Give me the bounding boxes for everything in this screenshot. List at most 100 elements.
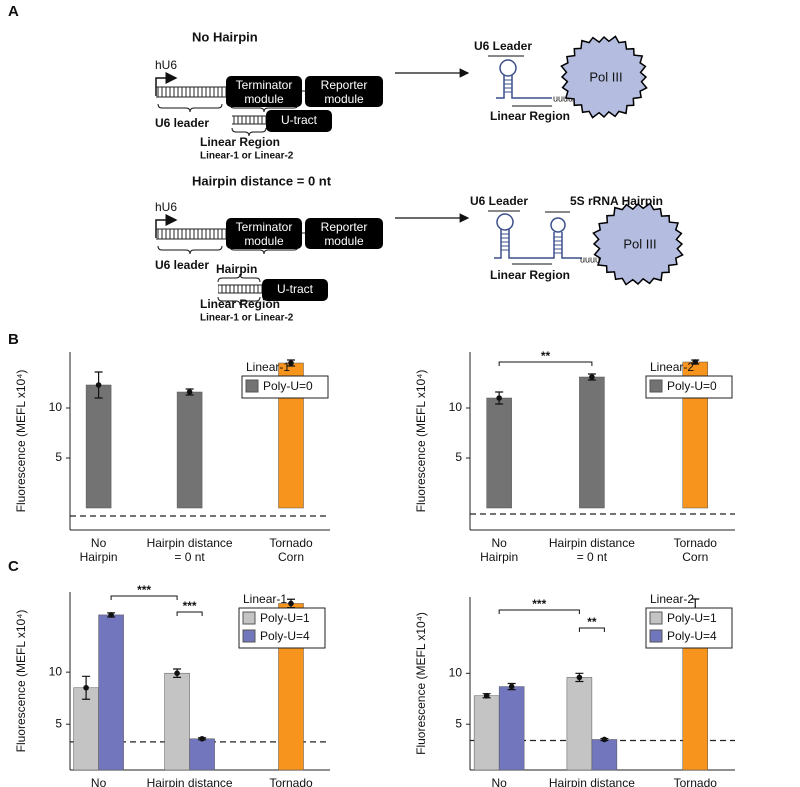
x-tick-label: No Hairpin <box>90 776 107 787</box>
dna-hatch <box>218 285 262 293</box>
promoter-label: hU6 <box>155 58 177 72</box>
mean-dot <box>95 382 102 388</box>
bar <box>473 695 500 771</box>
mean-dot <box>288 360 294 366</box>
rna-rungs <box>504 79 552 99</box>
x-tick-label: Hairpin distance = 0 nt <box>146 776 233 787</box>
bar <box>98 614 124 771</box>
mean-dot <box>83 684 89 691</box>
terminator-box <box>226 218 302 249</box>
mean-dot <box>174 670 180 676</box>
bar <box>566 677 593 771</box>
panel-label: C <box>8 558 19 575</box>
leader-label: U6 leader <box>155 116 209 130</box>
dna-hatch <box>232 116 266 124</box>
linear-options: Linear-1 or Linear-2 <box>200 313 294 324</box>
brace <box>157 245 223 255</box>
brace <box>229 103 299 113</box>
reporter-box <box>305 218 383 249</box>
rna-leader-label: U6 Leader <box>470 194 528 208</box>
bar <box>164 672 190 771</box>
legend-title: Linear-2 <box>650 360 694 374</box>
linear-options: Linear-1 or Linear-2 <box>200 151 294 162</box>
bar <box>85 384 112 509</box>
mean-dot <box>496 395 502 401</box>
pol-iii-shape <box>560 35 648 119</box>
legend-title: Linear-1 <box>243 592 287 606</box>
brace <box>217 273 261 283</box>
polymerase-label: Pol III <box>623 236 656 251</box>
u-tract-label: U-tract <box>281 113 318 127</box>
panel-label: A <box>8 3 19 20</box>
rna-rungs <box>501 233 562 254</box>
y-tick-label: 10 <box>49 664 63 678</box>
legend-swatch <box>245 379 259 393</box>
legend-label: Poly-U=1 <box>667 611 717 625</box>
diagram-title: Hairpin distance = 0 nt <box>192 173 332 188</box>
terminator-label: Terminator module <box>235 78 293 106</box>
legend-swatch <box>242 611 256 625</box>
hairpin-label: Hairpin <box>216 262 257 276</box>
brace <box>231 127 267 137</box>
mean-dot <box>483 692 490 699</box>
y-tick-label: 5 <box>55 716 62 730</box>
brace <box>157 103 223 113</box>
legend-label: Poly-U=1 <box>260 611 310 625</box>
significance-bracket <box>176 611 203 616</box>
x-tick-label: Tornado Corn <box>673 776 717 787</box>
legend-swatch <box>649 629 663 643</box>
y-tick-label: 10 <box>449 400 463 414</box>
dna-hatch <box>156 229 226 239</box>
u-tract-box <box>266 110 332 132</box>
bar <box>73 687 99 771</box>
legend-label: Poly-U=4 <box>260 629 310 643</box>
legend-label: Poly-U=0 <box>667 379 717 393</box>
x-tick-label: Hairpin distance = 0 nt <box>146 536 233 564</box>
mean-dot <box>199 735 205 742</box>
brace <box>217 296 261 306</box>
dna-hatch <box>156 87 226 97</box>
mean-dot <box>589 374 595 380</box>
leader-label: U6 leader <box>155 258 209 272</box>
bar <box>591 739 618 771</box>
diagram-title: No Hairpin <box>192 29 258 44</box>
bar <box>189 738 215 771</box>
panel-label: B <box>8 331 19 348</box>
significance-bracket <box>498 361 593 366</box>
x-tick-label: Tornado Corn <box>673 536 717 564</box>
bar <box>176 391 203 509</box>
rna-tail: uuuu <box>553 93 573 103</box>
legend-label: Poly-U=4 <box>667 629 717 643</box>
linear-region-label: Linear Region <box>200 297 280 311</box>
legend-label: Poly-U=0 <box>263 379 313 393</box>
significance-label: *** <box>532 597 546 611</box>
legend-box <box>241 375 329 399</box>
x-tick-label: Tornado Corn <box>269 536 313 564</box>
x-tick-label: No Hairpin <box>480 536 519 564</box>
mean-dot <box>601 736 608 743</box>
y-tick-label: 5 <box>455 450 462 464</box>
y-axis-label: Fluorescence (MEFL x10⁴) <box>414 612 428 755</box>
significance-label: *** <box>137 583 151 597</box>
mean-dot <box>692 359 699 365</box>
rna-loop <box>550 217 566 233</box>
legend-box <box>645 375 733 399</box>
significance-label: ** <box>587 615 597 629</box>
bar <box>486 397 512 509</box>
rna-loop <box>496 213 514 231</box>
linear-region-label: Linear Region <box>200 135 280 149</box>
terminator-label: Terminator module <box>235 220 293 248</box>
rna-stem <box>494 229 582 259</box>
y-tick-label: 5 <box>455 716 462 730</box>
mean-dot <box>508 683 515 690</box>
rna-linear-label: Linear Region <box>490 109 570 123</box>
legend-title: Linear-1 <box>246 360 290 374</box>
y-tick-label: 5 <box>55 450 62 464</box>
u-tract-label: U-tract <box>277 282 314 296</box>
x-tick-label: No Hairpin <box>491 776 507 787</box>
legend-swatch <box>242 629 256 643</box>
diagram-hairpin: Hairpin distance = 0 nt hU6 Terminator m… <box>155 173 684 324</box>
mean-dot <box>288 600 294 607</box>
